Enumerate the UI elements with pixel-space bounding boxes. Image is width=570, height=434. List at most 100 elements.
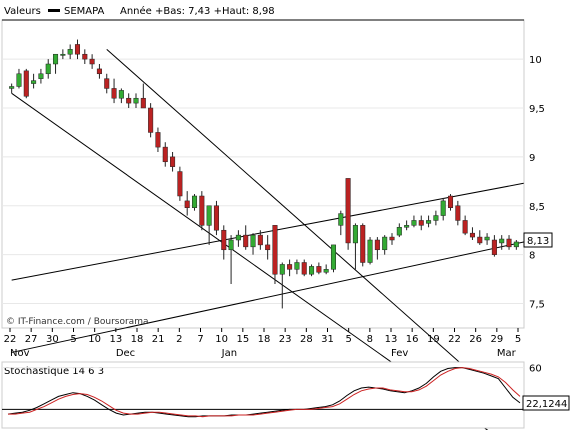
candle-body — [477, 236, 483, 244]
stoch-y-axis: 60 — [529, 364, 542, 375]
candle-body — [177, 171, 183, 197]
candle-body — [352, 225, 358, 244]
candle-body — [184, 200, 190, 208]
price-y-axis: 7,5 8 8,5 9 9,5 10 — [529, 55, 545, 310]
candle-body — [53, 53, 59, 65]
watermark: © IT-Finance.com / Boursorama — [6, 317, 148, 327]
x-tick-label: 27 — [25, 334, 38, 345]
x-tick-label: 7 — [197, 334, 203, 345]
x-tick-label: 26 — [469, 334, 482, 345]
trend-line — [11, 182, 524, 281]
x-tick-label: 30 — [46, 334, 59, 345]
candle-body — [279, 264, 285, 275]
candle-body — [374, 239, 380, 251]
candle-body — [74, 44, 81, 55]
candle-body — [228, 239, 234, 251]
candle-body — [31, 80, 37, 84]
header-label: Valeurs — [4, 6, 41, 17]
stoch-lines — [7, 367, 521, 418]
candle-body — [382, 236, 388, 251]
candle-body — [250, 234, 256, 248]
x-tick-label: 2 — [176, 334, 182, 345]
candle-body — [16, 73, 22, 87]
x-tick-label: 19 — [427, 334, 440, 345]
candle-body — [316, 266, 322, 273]
stoch-label: Stochastique 14 6 3 — [4, 366, 104, 377]
candle-body — [257, 234, 263, 246]
trend-lines — [11, 48, 524, 434]
candle-body — [455, 205, 461, 221]
candle-body — [140, 97, 146, 109]
candle-body — [396, 227, 402, 236]
candle-body — [213, 205, 219, 231]
x-tick-label: 22 — [448, 334, 461, 345]
price-y-tick-label: 9,5 — [529, 104, 545, 115]
candle-body — [96, 68, 102, 75]
candle-body — [447, 195, 454, 208]
candle-body — [287, 264, 293, 270]
x-tick-label: 5 — [345, 334, 351, 345]
candle-body — [513, 241, 519, 248]
price-y-tick-label: 8 — [529, 251, 535, 262]
stoch-y-tick-label: 60 — [529, 364, 542, 375]
month-label: Mar — [497, 348, 517, 359]
candle-body — [294, 262, 300, 270]
candle-body — [9, 86, 15, 89]
candle-body — [191, 195, 198, 208]
candle-body — [133, 97, 139, 104]
candle-body — [389, 236, 395, 241]
header-range: Année +Bas: 7,43 +Haut: 8,98 — [120, 5, 275, 17]
price-grid — [2, 58, 524, 305]
month-label: Fev — [391, 348, 408, 359]
candle-body — [469, 232, 475, 238]
candle-body — [433, 215, 439, 221]
candle-body — [301, 262, 307, 275]
candle-body — [506, 238, 512, 248]
x-tick-label: 10 — [215, 334, 228, 345]
candle-body — [118, 90, 124, 99]
candle-body — [206, 205, 212, 226]
price-y-tick-label: 10 — [529, 55, 542, 66]
header-bar — [0, 0, 570, 18]
candle-body — [155, 132, 161, 148]
candle-body — [345, 178, 351, 244]
candle-body — [148, 107, 154, 133]
x-tick-label: 8 — [367, 334, 373, 345]
x-tick-label: 13 — [109, 334, 122, 345]
x-tick-label: 31 — [321, 334, 334, 345]
x-tick-label: 5 — [515, 334, 521, 345]
last-price-tag-box — [523, 232, 553, 248]
candle-body — [104, 78, 110, 89]
candle-body — [265, 244, 271, 251]
candle-body — [484, 236, 490, 241]
candle-body — [235, 234, 241, 241]
price-y-tick-label: 9 — [529, 153, 535, 164]
candle-body — [243, 234, 249, 248]
candle-body — [111, 88, 117, 99]
candle-body — [67, 49, 73, 55]
x-tick-label: 23 — [279, 334, 292, 345]
candle-body — [89, 58, 95, 65]
series-swatch — [48, 9, 60, 12]
candles — [9, 39, 519, 309]
candle-body — [411, 220, 417, 226]
candle-body — [38, 73, 44, 79]
header-symbol: SEMAPA — [64, 6, 105, 17]
x-tick-label: 18 — [258, 334, 271, 345]
candle-body — [440, 200, 446, 216]
month-label: Jan — [221, 348, 237, 359]
candle-body — [126, 97, 132, 104]
candle-body — [323, 269, 329, 273]
candle-body — [338, 213, 344, 226]
trend-line — [11, 241, 524, 353]
last-price-tag: 8,13 — [527, 236, 549, 247]
x-tick-label: 21 — [152, 334, 165, 345]
stoch-last-tag: 22,1244 — [526, 399, 567, 410]
candle-body — [199, 195, 205, 226]
candle-body — [418, 220, 424, 226]
stoch-grid — [2, 367, 524, 410]
price-plot-frame — [1, 19, 525, 329]
month-label: Dec — [116, 348, 135, 359]
x-tick-label: 18 — [131, 334, 144, 345]
